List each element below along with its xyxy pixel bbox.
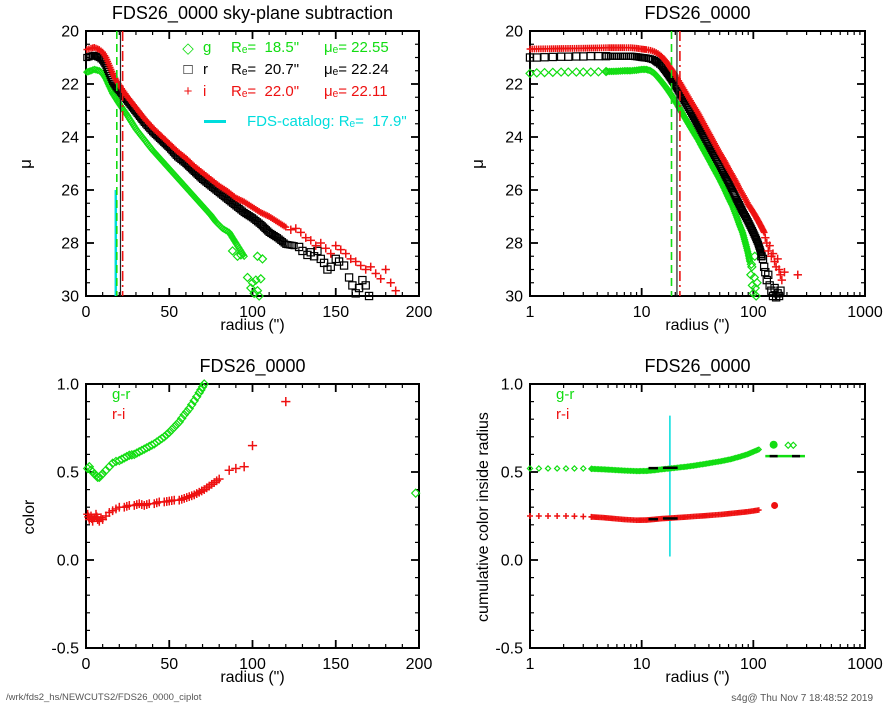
svg-text:1: 1 [526,656,535,673]
svg-text:22: 22 [505,77,523,94]
legend-band-i: i [203,83,207,100]
legend-re-g: Rₑ= 18.5" [231,39,300,56]
legend-band-r: r [203,61,208,78]
footer-path-text: /wrk/fds2_hs/NEWCUTS2/FDS26_0000_ciplot [6,692,202,703]
svg-text:20: 20 [505,24,523,41]
svg-text:50: 50 [160,304,178,321]
legend-catalog-line-icon [204,120,226,123]
svg-text:24: 24 [505,130,523,147]
svg-text:20: 20 [61,24,79,41]
panel1-xaxis-label: radius (") [220,317,285,334]
svg-text:0.5: 0.5 [501,465,523,482]
svg-text:22: 22 [61,77,79,94]
svg-text:10: 10 [633,656,651,673]
footer-timestamp-text: s4g@ Thu Nov 7 18:48:52 2019 [731,693,873,704]
svg-text:1.0: 1.0 [501,377,523,394]
svg-text:100: 100 [239,304,266,321]
legend-ri-label: r-i [112,406,126,423]
panel4-yaxis-label: cumulative color inside radius [475,412,492,622]
legend-re-i: Rₑ= 22.0" [231,83,300,100]
svg-text:100: 100 [740,656,767,673]
svg-text:26: 26 [61,183,79,200]
svg-text:200: 200 [406,304,433,321]
svg-text:1: 1 [526,304,535,321]
panel3-yaxis-label: color [21,499,38,535]
legend-catalog-label: FDS-catalog: Rₑ= 17.9" [247,113,407,130]
panel1-title: FDS26_0000 sky-plane subtraction [111,3,394,23]
svg-text:0.0: 0.0 [57,553,79,570]
svg-text:26: 26 [505,183,523,200]
panel1-yaxis-label: μ [16,159,35,169]
svg-text:1000: 1000 [847,304,883,321]
svg-text:100: 100 [740,304,767,321]
svg-text:0.5: 0.5 [57,465,79,482]
legend-mue-g: μₑ= 22.55 [324,39,389,56]
svg-text:-0.5: -0.5 [51,641,79,658]
svg-text:50: 50 [160,656,178,673]
legend-ri-label: r-i [556,406,570,423]
panel2-xaxis-label: radius (") [665,317,730,334]
panel3-xaxis-label: radius (") [220,669,285,686]
panel2-title: FDS26_0000 [644,3,751,23]
svg-text:0: 0 [82,304,91,321]
svg-text:30: 30 [61,289,79,306]
panel4-title: FDS26_0000 [644,356,751,376]
legend-symbol-i: + [183,83,193,100]
svg-text:10: 10 [633,304,651,321]
panel2-yaxis-label: μ [468,159,487,169]
svg-text:30: 30 [505,289,523,306]
legend-re-r: Rₑ= 20.7" [231,61,300,78]
legend-band-g: g [203,39,212,56]
svg-text:28: 28 [505,236,523,253]
legend-gr-label: g-r [556,386,575,403]
svg-text:1.0: 1.0 [57,377,79,394]
svg-text:100: 100 [239,656,266,673]
panel4-xaxis-label: radius (") [665,669,730,686]
svg-text:-0.5: -0.5 [495,641,523,658]
legend-mue-r: μₑ= 22.24 [324,61,389,78]
legend-symbol-r: □ [183,61,193,78]
svg-text:0.0: 0.0 [501,553,523,570]
svg-text:150: 150 [322,656,349,673]
legend-mue-i: μₑ= 22.11 [324,83,388,100]
svg-text:200: 200 [406,656,433,673]
svg-text:24: 24 [61,130,79,147]
panel3-title: FDS26_0000 [199,356,306,376]
svg-text:150: 150 [322,304,349,321]
svg-text:0: 0 [82,656,91,673]
legend-gr-label: g-r [112,386,131,403]
svg-text:28: 28 [61,236,79,253]
legend-symbol-g: ◇ [182,40,194,57]
svg-text:1000: 1000 [847,656,883,673]
